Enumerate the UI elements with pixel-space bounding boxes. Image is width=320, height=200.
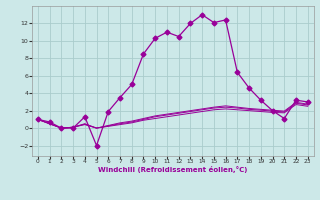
X-axis label: Windchill (Refroidissement éolien,°C): Windchill (Refroidissement éolien,°C) <box>98 166 247 173</box>
